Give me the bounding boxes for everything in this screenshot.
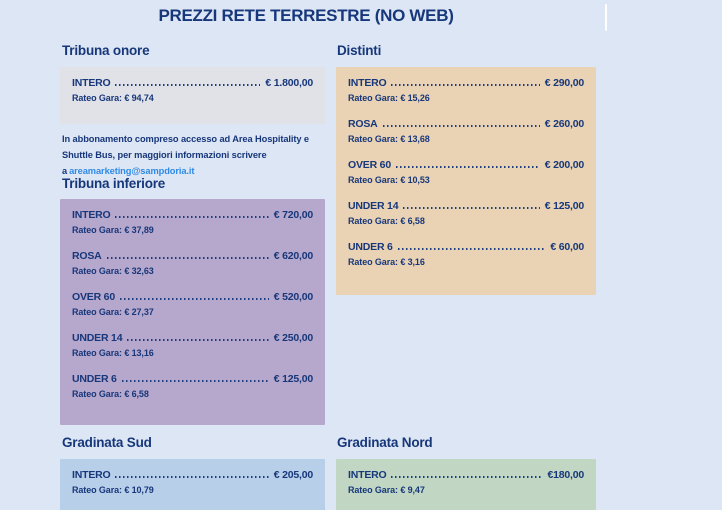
areamarketing-email-link[interactable]: areamarketing@sampdoria.it xyxy=(69,166,195,176)
price-row: INTERO €180,00 Rateo Gara: € 9,47 xyxy=(348,469,584,495)
section-heading-gradinata-nord: Gradinata Nord xyxy=(337,435,433,450)
dotted-leader xyxy=(127,339,269,341)
scrollbar-thumb[interactable] xyxy=(605,4,607,31)
price-row: UNDER 14 € 125,00 Rateo Gara: € 6,58 xyxy=(348,200,584,226)
price-value: € 60,00 xyxy=(550,241,584,253)
price-row: UNDER 6 € 60,00 Rateo Gara: € 3,16 xyxy=(348,241,584,267)
dotted-leader xyxy=(391,84,540,86)
rateo-gara-value: Rateo Gara: € 6,58 xyxy=(348,216,425,226)
price-row: OVER 60 € 200,00 Rateo Gara: € 10,53 xyxy=(348,159,584,185)
section-heading-distinti: Distinti xyxy=(337,43,382,58)
category-label: ROSA xyxy=(348,118,378,130)
price-box-distinti: INTERO € 290,00 Rateo Gara: € 15,26 ROSA € 2… xyxy=(336,67,596,295)
price-row: OVER 60 € 520,00 Rateo Gara: € 27,37 xyxy=(72,291,313,317)
rateo-gara-value: Rateo Gara: € 13,68 xyxy=(348,134,430,144)
rateo-gara-value: Rateo Gara: € 9,47 xyxy=(348,485,425,495)
category-label: INTERO xyxy=(72,209,111,221)
price-row: ROSA € 260,00 Rateo Gara: € 13,68 xyxy=(348,118,584,144)
dotted-leader xyxy=(119,298,269,300)
price-value: €180,00 xyxy=(547,469,584,481)
rateo-gara-value: Rateo Gara: € 13,16 xyxy=(72,348,154,358)
price-value: € 205,00 xyxy=(273,469,313,481)
rateo-gara-value: Rateo Gara: € 27,37 xyxy=(72,307,154,317)
dotted-leader xyxy=(397,248,546,250)
hospitality-note: In abbonamento compreso accesso ad Area … xyxy=(62,131,332,179)
section-heading-gradinata-sud: Gradinata Sud xyxy=(62,435,152,450)
category-label: UNDER 14 xyxy=(348,200,399,212)
rateo-gara-value: Rateo Gara: € 6,58 xyxy=(72,389,149,399)
price-value: € 1.800,00 xyxy=(265,77,313,89)
price-row: ROSA € 620,00 Rateo Gara: € 32,63 xyxy=(72,250,313,276)
dotted-leader xyxy=(391,476,543,478)
rateo-gara-value: Rateo Gara: € 3,16 xyxy=(348,257,425,267)
category-label: UNDER 14 xyxy=(72,332,123,344)
rateo-gara-value: Rateo Gara: € 15,26 xyxy=(348,93,430,103)
price-value: € 520,00 xyxy=(273,291,313,303)
rateo-gara-value: Rateo Gara: € 94,74 xyxy=(72,93,154,103)
dotted-leader xyxy=(115,216,269,218)
price-box-gradinata-nord: INTERO €180,00 Rateo Gara: € 9,47 xyxy=(336,459,596,510)
category-label: INTERO xyxy=(348,469,387,481)
category-label: UNDER 6 xyxy=(72,373,117,385)
price-value: € 200,00 xyxy=(544,159,584,171)
category-label: OVER 60 xyxy=(348,159,391,171)
category-label: INTERO xyxy=(348,77,387,89)
price-value: € 125,00 xyxy=(273,373,313,385)
section-heading-tribuna-inferiore: Tribuna inferiore xyxy=(62,176,166,191)
price-row: UNDER 14 € 250,00 Rateo Gara: € 13,16 xyxy=(72,332,313,358)
price-value: € 290,00 xyxy=(544,77,584,89)
dotted-leader xyxy=(115,476,269,478)
rateo-gara-value: Rateo Gara: € 37,89 xyxy=(72,225,154,235)
price-box-tribuna-onore: INTERO € 1.800,00 Rateo Gara: € 94,74 xyxy=(60,67,325,124)
section-heading-tribuna-onore: Tribuna onore xyxy=(62,43,150,58)
dotted-leader xyxy=(115,84,261,86)
price-value: € 620,00 xyxy=(273,250,313,262)
price-value: € 720,00 xyxy=(273,209,313,221)
price-row: INTERO € 1.800,00 Rateo Gara: € 94,74 xyxy=(72,77,313,103)
price-value: € 125,00 xyxy=(544,200,584,212)
price-row: INTERO € 720,00 Rateo Gara: € 37,89 xyxy=(72,209,313,235)
category-label: INTERO xyxy=(72,469,111,481)
rateo-gara-value: Rateo Gara: € 32,63 xyxy=(72,266,154,276)
dotted-leader xyxy=(121,380,269,382)
category-label: ROSA xyxy=(72,250,102,262)
price-value: € 260,00 xyxy=(544,118,584,130)
price-box-tribuna-inferiore: INTERO € 720,00 Rateo Gara: € 37,89 ROSA € 6… xyxy=(60,199,325,425)
category-label: UNDER 6 xyxy=(348,241,393,253)
dotted-leader xyxy=(403,207,540,209)
rateo-gara-value: Rateo Gara: € 10,53 xyxy=(348,175,430,185)
hospitality-note-text: In abbonamento compreso accesso ad Area … xyxy=(62,134,309,176)
rateo-gara-value: Rateo Gara: € 10,79 xyxy=(72,485,154,495)
price-row: UNDER 6 € 125,00 Rateo Gara: € 6,58 xyxy=(72,373,313,399)
dotted-leader xyxy=(382,125,540,127)
category-label: OVER 60 xyxy=(72,291,115,303)
price-row: INTERO € 290,00 Rateo Gara: € 15,26 xyxy=(348,77,584,103)
price-box-gradinata-sud: INTERO € 205,00 Rateo Gara: € 10,79 xyxy=(60,459,325,510)
price-row: INTERO € 205,00 Rateo Gara: € 10,79 xyxy=(72,469,313,495)
dotted-leader xyxy=(395,166,540,168)
page-title: PREZZI RETE TERRESTRE (NO WEB) xyxy=(158,6,454,25)
category-label: INTERO xyxy=(72,77,111,89)
dotted-leader xyxy=(106,257,269,259)
price-value: € 250,00 xyxy=(273,332,313,344)
